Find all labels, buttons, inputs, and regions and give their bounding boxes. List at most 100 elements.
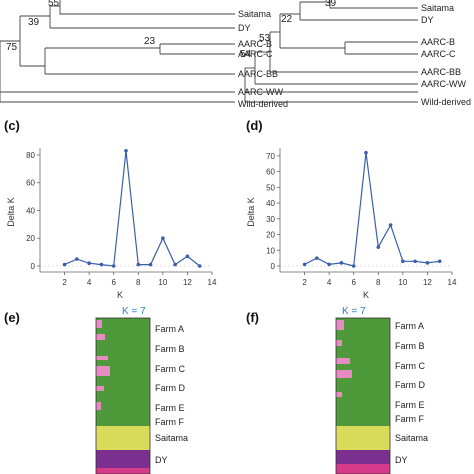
group-label: Farm D bbox=[155, 383, 185, 393]
data-point bbox=[364, 150, 368, 155]
data-point bbox=[376, 245, 381, 249]
x-tick-label: 10 bbox=[158, 278, 167, 287]
tree-leaf: Saitama bbox=[238, 9, 271, 19]
x-axis-label: K bbox=[363, 290, 369, 300]
x-tick-label: 12 bbox=[423, 278, 432, 287]
series-line bbox=[64, 150, 201, 267]
delta-k-chart-d: Delta K K 0 10 20 30 40 50 60 70 2 4 6 8 10 12 14 bbox=[246, 148, 457, 300]
bootstrap-label: 55 bbox=[48, 0, 60, 9]
admixture-pink bbox=[96, 334, 105, 340]
data-point bbox=[148, 262, 153, 267]
tree-leaf: Saitama bbox=[421, 3, 454, 13]
series bbox=[302, 150, 442, 268]
group-label: DY bbox=[395, 455, 408, 465]
panel-label-f: (f) bbox=[246, 310, 259, 325]
y-tick-label: 30 bbox=[266, 215, 275, 224]
x-tick-label: 6 bbox=[111, 278, 116, 287]
structure-bar-left bbox=[95, 317, 151, 474]
panel-label-e: (e) bbox=[4, 310, 20, 325]
tree-leaf: AARC-B bbox=[238, 39, 272, 49]
group-label: Farm F bbox=[155, 417, 184, 427]
data-point bbox=[87, 261, 91, 266]
bootstrap-label: 39 bbox=[325, 0, 337, 9]
data-point bbox=[401, 259, 405, 264]
admixture-pink bbox=[96, 366, 110, 376]
y-tick-label: 40 bbox=[266, 199, 275, 208]
x-tick-label: 4 bbox=[87, 278, 92, 287]
bootstrap-label: 54 bbox=[240, 49, 252, 60]
bootstrap-label: 22 bbox=[281, 14, 293, 25]
k-label: K = 7 bbox=[342, 306, 366, 317]
y-tick-label: 60 bbox=[26, 179, 35, 188]
x-tick-label: 2 bbox=[62, 278, 67, 287]
admixture-pink bbox=[96, 356, 108, 360]
data-point bbox=[161, 236, 165, 241]
x-ticks: 2 4 6 8 10 12 14 bbox=[302, 272, 457, 287]
tree-leaf: DY bbox=[238, 23, 251, 33]
group-label: DY bbox=[155, 455, 168, 465]
data-point bbox=[75, 257, 79, 261]
tree-leaf: DY bbox=[421, 15, 434, 25]
data-point bbox=[437, 259, 442, 264]
tree-leaf: AARC-WW bbox=[421, 79, 466, 89]
group-label: Farm D bbox=[395, 380, 425, 390]
y-tick-label: 10 bbox=[266, 246, 275, 255]
group-label: Farm A bbox=[155, 324, 184, 334]
y-tick-label: 0 bbox=[31, 262, 36, 271]
series bbox=[62, 148, 202, 268]
y-tick-label: 60 bbox=[266, 168, 275, 177]
data-point bbox=[62, 262, 67, 267]
bootstrap-label: 39 bbox=[28, 17, 40, 28]
data-point bbox=[302, 262, 307, 267]
data-point bbox=[185, 254, 190, 259]
group-label: Farm B bbox=[395, 341, 425, 351]
group-label: Farm C bbox=[395, 361, 425, 371]
x-tick-label: 8 bbox=[376, 278, 381, 287]
data-point bbox=[173, 262, 177, 267]
admixture-pink bbox=[96, 402, 101, 410]
group-label: Farm B bbox=[155, 344, 185, 354]
bootstrap-label: 53 bbox=[259, 33, 271, 44]
panel-label-c: (c) bbox=[4, 118, 20, 133]
bootstrap-label: 23 bbox=[144, 36, 156, 47]
data-point bbox=[197, 264, 202, 268]
cluster-magenta bbox=[336, 464, 390, 474]
data-point bbox=[124, 148, 128, 153]
x-tick-label: 12 bbox=[183, 278, 192, 287]
data-point bbox=[315, 256, 319, 260]
y-tick-label: 20 bbox=[266, 231, 275, 240]
data-point bbox=[327, 262, 331, 267]
cluster-yellow bbox=[336, 426, 390, 450]
x-tick-label: 4 bbox=[327, 278, 332, 287]
series-line bbox=[304, 152, 440, 267]
tree-leaf: AARC-B bbox=[421, 37, 455, 47]
bootstrap-label: 75 bbox=[6, 42, 18, 53]
group-label: Farm A bbox=[395, 321, 424, 331]
data-point bbox=[425, 261, 430, 265]
data-point bbox=[388, 223, 393, 227]
cluster-magenta bbox=[96, 468, 150, 474]
tree-leaf: AARC-C bbox=[238, 49, 273, 59]
group-label: Farm E bbox=[155, 403, 185, 413]
data-point bbox=[413, 259, 417, 264]
x-tick-label: 6 bbox=[351, 278, 356, 287]
group-label: Farm F bbox=[395, 414, 424, 424]
admixture-pink bbox=[336, 392, 342, 397]
y-ticks: 0 10 20 30 40 50 60 70 bbox=[266, 152, 280, 271]
group-label: Saitama bbox=[395, 433, 428, 443]
x-tick-label: 14 bbox=[208, 278, 217, 287]
y-tick-label: 50 bbox=[266, 183, 275, 192]
admixture-pink bbox=[336, 320, 344, 330]
tree-leaf: Wild-derived bbox=[421, 97, 471, 107]
admixture-pink bbox=[96, 320, 102, 328]
y-ticks: 0 20 40 60 80 bbox=[26, 151, 40, 271]
k-label: K = 7 bbox=[122, 306, 146, 317]
tree-leaf: AARC-C bbox=[421, 49, 456, 59]
structure-bar-right bbox=[335, 317, 391, 474]
cluster-purple bbox=[336, 450, 390, 464]
data-point bbox=[351, 264, 356, 268]
delta-k-chart-c: Delta K K 0 20 40 60 80 2 4 6 8 10 12 14 bbox=[6, 148, 217, 300]
x-tick-label: 10 bbox=[398, 278, 407, 287]
group-label: Saitama bbox=[155, 433, 188, 443]
